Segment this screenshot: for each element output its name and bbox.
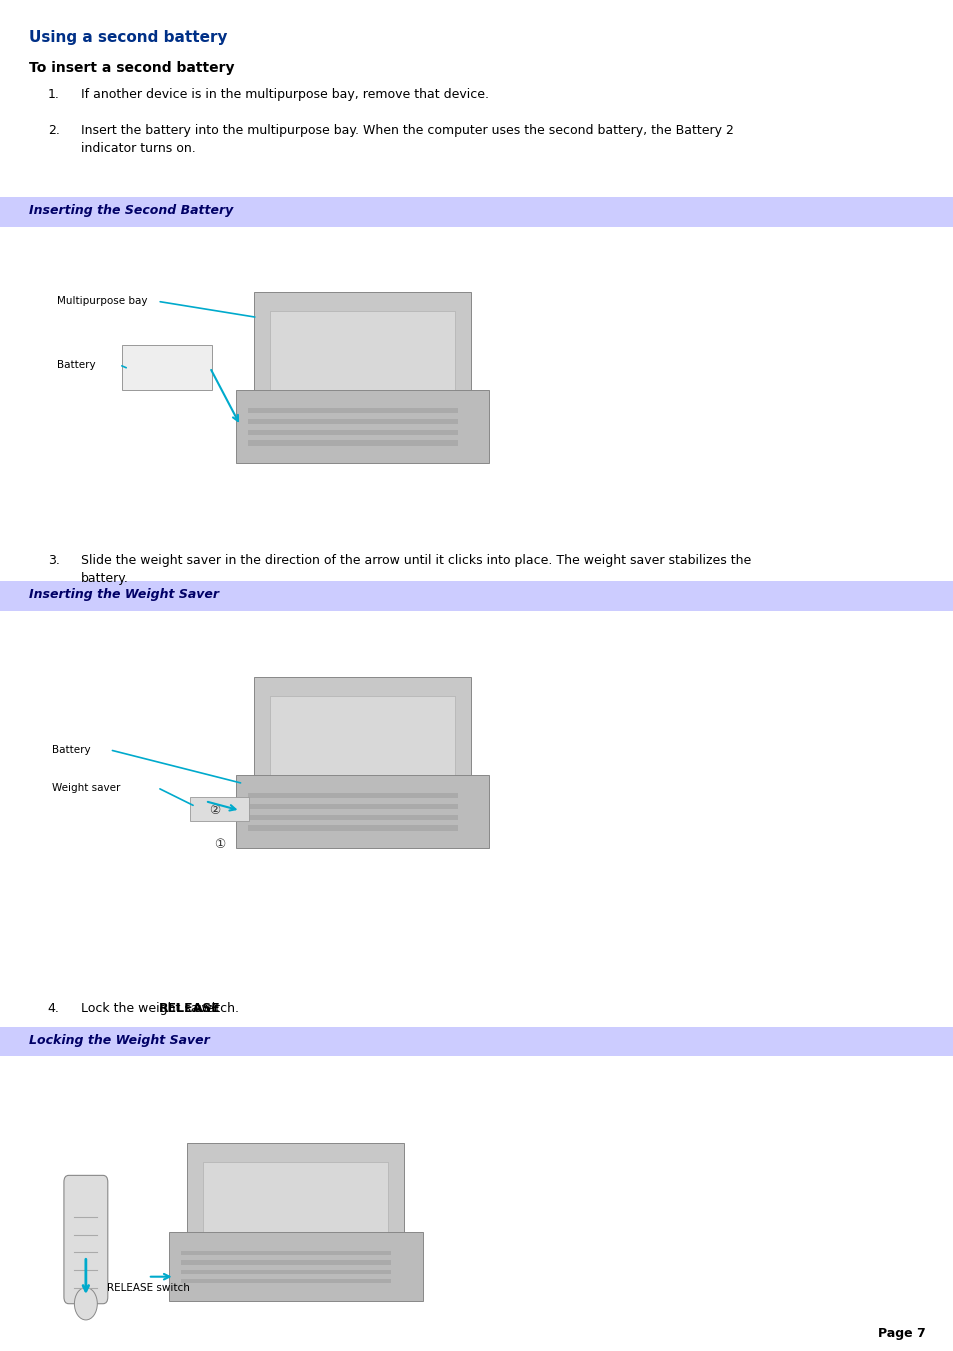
FancyBboxPatch shape xyxy=(181,1251,391,1255)
FancyBboxPatch shape xyxy=(253,677,471,823)
FancyBboxPatch shape xyxy=(235,775,489,848)
Text: ①: ① xyxy=(213,838,225,851)
FancyBboxPatch shape xyxy=(270,311,455,419)
Text: 2.: 2. xyxy=(48,124,59,138)
Text: Inserting the Second Battery: Inserting the Second Battery xyxy=(29,204,233,218)
FancyBboxPatch shape xyxy=(187,1143,404,1275)
Text: To insert a second battery: To insert a second battery xyxy=(29,61,233,74)
FancyBboxPatch shape xyxy=(190,797,249,821)
FancyBboxPatch shape xyxy=(0,197,953,227)
FancyBboxPatch shape xyxy=(248,440,457,446)
Text: 3.: 3. xyxy=(48,554,59,567)
Text: Slide the weight saver in the direction of the arrow until it clicks into place.: Slide the weight saver in the direction … xyxy=(81,554,751,585)
Text: RELEASE: RELEASE xyxy=(159,1002,221,1016)
Text: Weight saver: Weight saver xyxy=(52,782,121,793)
FancyBboxPatch shape xyxy=(248,419,457,424)
FancyBboxPatch shape xyxy=(0,581,953,611)
Text: 1.: 1. xyxy=(48,88,59,101)
Text: Using a second battery: Using a second battery xyxy=(29,30,227,45)
Text: RELEASE switch: RELEASE switch xyxy=(107,1282,190,1293)
FancyBboxPatch shape xyxy=(248,804,457,809)
FancyBboxPatch shape xyxy=(122,345,212,390)
FancyBboxPatch shape xyxy=(203,1162,388,1256)
Text: Battery: Battery xyxy=(52,744,91,755)
Text: Insert the battery into the multipurpose bay. When the computer uses the second : Insert the battery into the multipurpose… xyxy=(81,124,733,155)
FancyBboxPatch shape xyxy=(270,696,455,804)
Text: Battery: Battery xyxy=(57,359,95,370)
Circle shape xyxy=(74,1288,97,1320)
Text: ②: ② xyxy=(209,804,220,817)
FancyBboxPatch shape xyxy=(248,825,457,831)
FancyBboxPatch shape xyxy=(248,408,457,413)
Text: Inserting the Weight Saver: Inserting the Weight Saver xyxy=(29,588,218,601)
FancyBboxPatch shape xyxy=(169,1232,422,1301)
FancyBboxPatch shape xyxy=(235,390,489,463)
FancyBboxPatch shape xyxy=(181,1279,391,1283)
FancyBboxPatch shape xyxy=(181,1270,391,1274)
FancyBboxPatch shape xyxy=(181,1260,391,1265)
FancyBboxPatch shape xyxy=(248,815,457,820)
FancyBboxPatch shape xyxy=(64,1175,108,1304)
Text: If another device is in the multipurpose bay, remove that device.: If another device is in the multipurpose… xyxy=(81,88,489,101)
FancyBboxPatch shape xyxy=(0,1027,953,1056)
FancyBboxPatch shape xyxy=(248,430,457,435)
Text: Page 7: Page 7 xyxy=(877,1327,924,1340)
Text: switch.: switch. xyxy=(191,1002,238,1016)
FancyBboxPatch shape xyxy=(248,793,457,798)
Text: Multipurpose bay: Multipurpose bay xyxy=(57,296,148,307)
Text: Lock the weight saver: Lock the weight saver xyxy=(81,1002,223,1016)
FancyBboxPatch shape xyxy=(253,292,471,438)
Text: Locking the Weight Saver: Locking the Weight Saver xyxy=(29,1034,209,1047)
Text: 4.: 4. xyxy=(48,1002,59,1016)
